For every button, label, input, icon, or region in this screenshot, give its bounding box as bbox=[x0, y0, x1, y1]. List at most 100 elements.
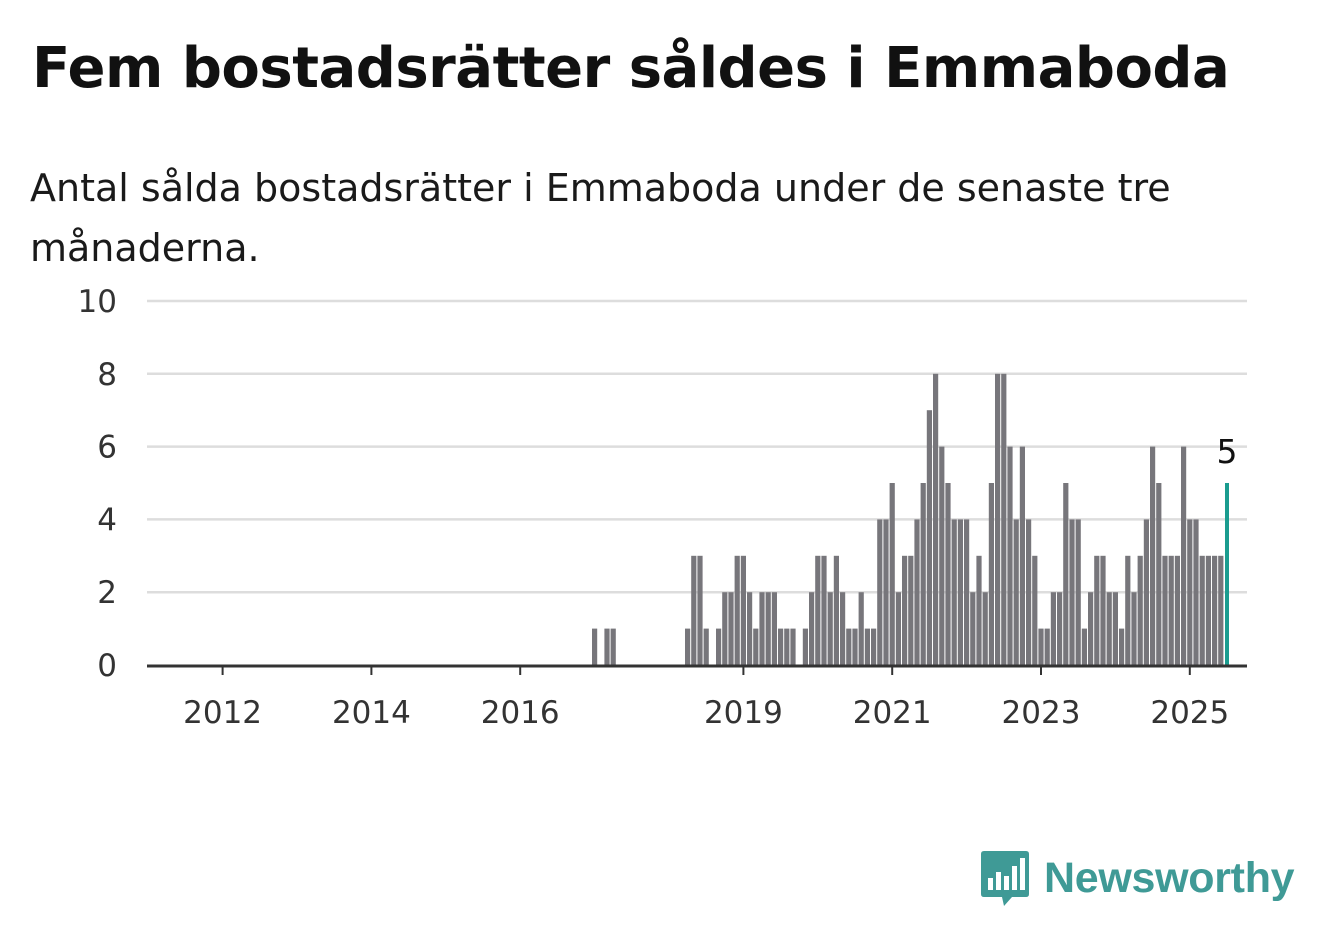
bar bbox=[895, 592, 901, 665]
bar bbox=[1143, 519, 1149, 665]
y-tick-label: 8 bbox=[97, 357, 117, 393]
bar bbox=[995, 373, 1001, 665]
bar bbox=[697, 555, 703, 665]
y-axis-ticks: 0 2 4 6 8 10 bbox=[78, 284, 117, 684]
bar bbox=[1075, 519, 1081, 665]
bar bbox=[790, 628, 796, 665]
bar bbox=[883, 519, 889, 665]
bar bbox=[1100, 555, 1106, 665]
bar bbox=[809, 592, 815, 665]
bar bbox=[852, 628, 858, 665]
bar bbox=[604, 628, 610, 665]
bar bbox=[1137, 555, 1143, 665]
bar bbox=[716, 628, 722, 665]
bar bbox=[1125, 555, 1131, 665]
bar bbox=[1150, 446, 1156, 665]
bar bbox=[802, 628, 808, 665]
bar bbox=[889, 483, 895, 665]
bar bbox=[1044, 628, 1050, 665]
bar bbox=[970, 592, 976, 665]
bar bbox=[1050, 592, 1056, 665]
bar bbox=[846, 628, 852, 665]
bar bbox=[685, 628, 691, 665]
y-tick-label: 10 bbox=[78, 284, 117, 320]
y-tick-label: 6 bbox=[97, 430, 117, 466]
bar bbox=[1094, 555, 1100, 665]
bar bbox=[1032, 555, 1038, 665]
bars bbox=[592, 373, 1229, 665]
bar bbox=[771, 592, 777, 665]
bar bbox=[759, 592, 765, 665]
bar bbox=[734, 555, 740, 665]
bar bbox=[1007, 446, 1013, 665]
bar bbox=[1019, 446, 1025, 665]
bar bbox=[939, 446, 945, 665]
bar bbox=[703, 628, 709, 665]
bar bbox=[976, 555, 982, 665]
x-tick-label: 2012 bbox=[183, 695, 262, 731]
bar bbox=[1199, 555, 1205, 665]
bar bbox=[821, 555, 827, 665]
bar bbox=[827, 592, 833, 665]
bar bbox=[592, 628, 598, 665]
bar bbox=[933, 373, 939, 665]
x-tick-label: 2021 bbox=[853, 695, 932, 731]
newsworthy-logo: Newsworthy bbox=[980, 848, 1295, 908]
y-tick-label: 4 bbox=[97, 502, 117, 538]
latest-value-label: 5 bbox=[1217, 432, 1238, 471]
bar bbox=[957, 519, 963, 665]
bar bbox=[740, 555, 746, 665]
bar bbox=[1001, 373, 1007, 665]
bar bbox=[964, 519, 970, 665]
bar bbox=[1038, 628, 1044, 665]
bar bbox=[815, 555, 821, 665]
bar bbox=[1218, 555, 1224, 665]
bar bbox=[1106, 592, 1112, 665]
bar bbox=[753, 628, 759, 665]
bar bbox=[833, 555, 839, 665]
bar bbox=[1013, 519, 1019, 665]
bar bbox=[840, 592, 846, 665]
bar bbox=[858, 592, 864, 665]
bar bbox=[864, 628, 870, 665]
bar bbox=[1057, 592, 1063, 665]
bar bbox=[1156, 483, 1162, 665]
annotations: 5 bbox=[1217, 432, 1238, 471]
x-tick-label: 2019 bbox=[704, 695, 783, 731]
bar bbox=[1162, 555, 1168, 665]
bar-chart: 0 2 4 6 8 10 2012 2014 2016 2019 2021 2023 2025 5 bbox=[78, 284, 1247, 731]
bar bbox=[1119, 628, 1125, 665]
bar bbox=[765, 592, 771, 665]
bar bbox=[1063, 483, 1069, 665]
bar bbox=[691, 555, 697, 665]
bar bbox=[1174, 555, 1180, 665]
bar bbox=[722, 592, 728, 665]
y-tick-label: 2 bbox=[97, 575, 117, 611]
x-tick-label: 2014 bbox=[332, 695, 411, 731]
gridlines bbox=[147, 299, 1247, 594]
bar bbox=[610, 628, 616, 665]
bar bbox=[1193, 519, 1199, 665]
bar bbox=[1112, 592, 1118, 665]
bar bbox=[902, 555, 908, 665]
bar-latest bbox=[1225, 483, 1229, 665]
bar bbox=[908, 555, 914, 665]
bar bbox=[871, 628, 877, 665]
brand-name: Newsworthy bbox=[1044, 853, 1295, 902]
bar bbox=[747, 592, 753, 665]
bar bbox=[1205, 555, 1211, 665]
bar bbox=[1081, 628, 1087, 665]
bar bbox=[784, 628, 790, 665]
bar-chart-speech-bubble-icon bbox=[981, 851, 1029, 906]
bar bbox=[1168, 555, 1174, 665]
x-tick-label: 2016 bbox=[481, 695, 560, 731]
x-tick-label: 2023 bbox=[1002, 695, 1081, 731]
bar bbox=[920, 483, 926, 665]
chart-title: Fem bostadsrätter såldes i Emmaboda bbox=[32, 36, 1230, 101]
x-axis-ticks: 2012 2014 2016 2019 2021 2023 2025 bbox=[183, 665, 1229, 731]
bar bbox=[728, 592, 734, 665]
bar bbox=[1131, 592, 1137, 665]
x-tick-label: 2025 bbox=[1150, 695, 1229, 731]
bar bbox=[1026, 519, 1032, 665]
bar bbox=[1088, 592, 1094, 665]
